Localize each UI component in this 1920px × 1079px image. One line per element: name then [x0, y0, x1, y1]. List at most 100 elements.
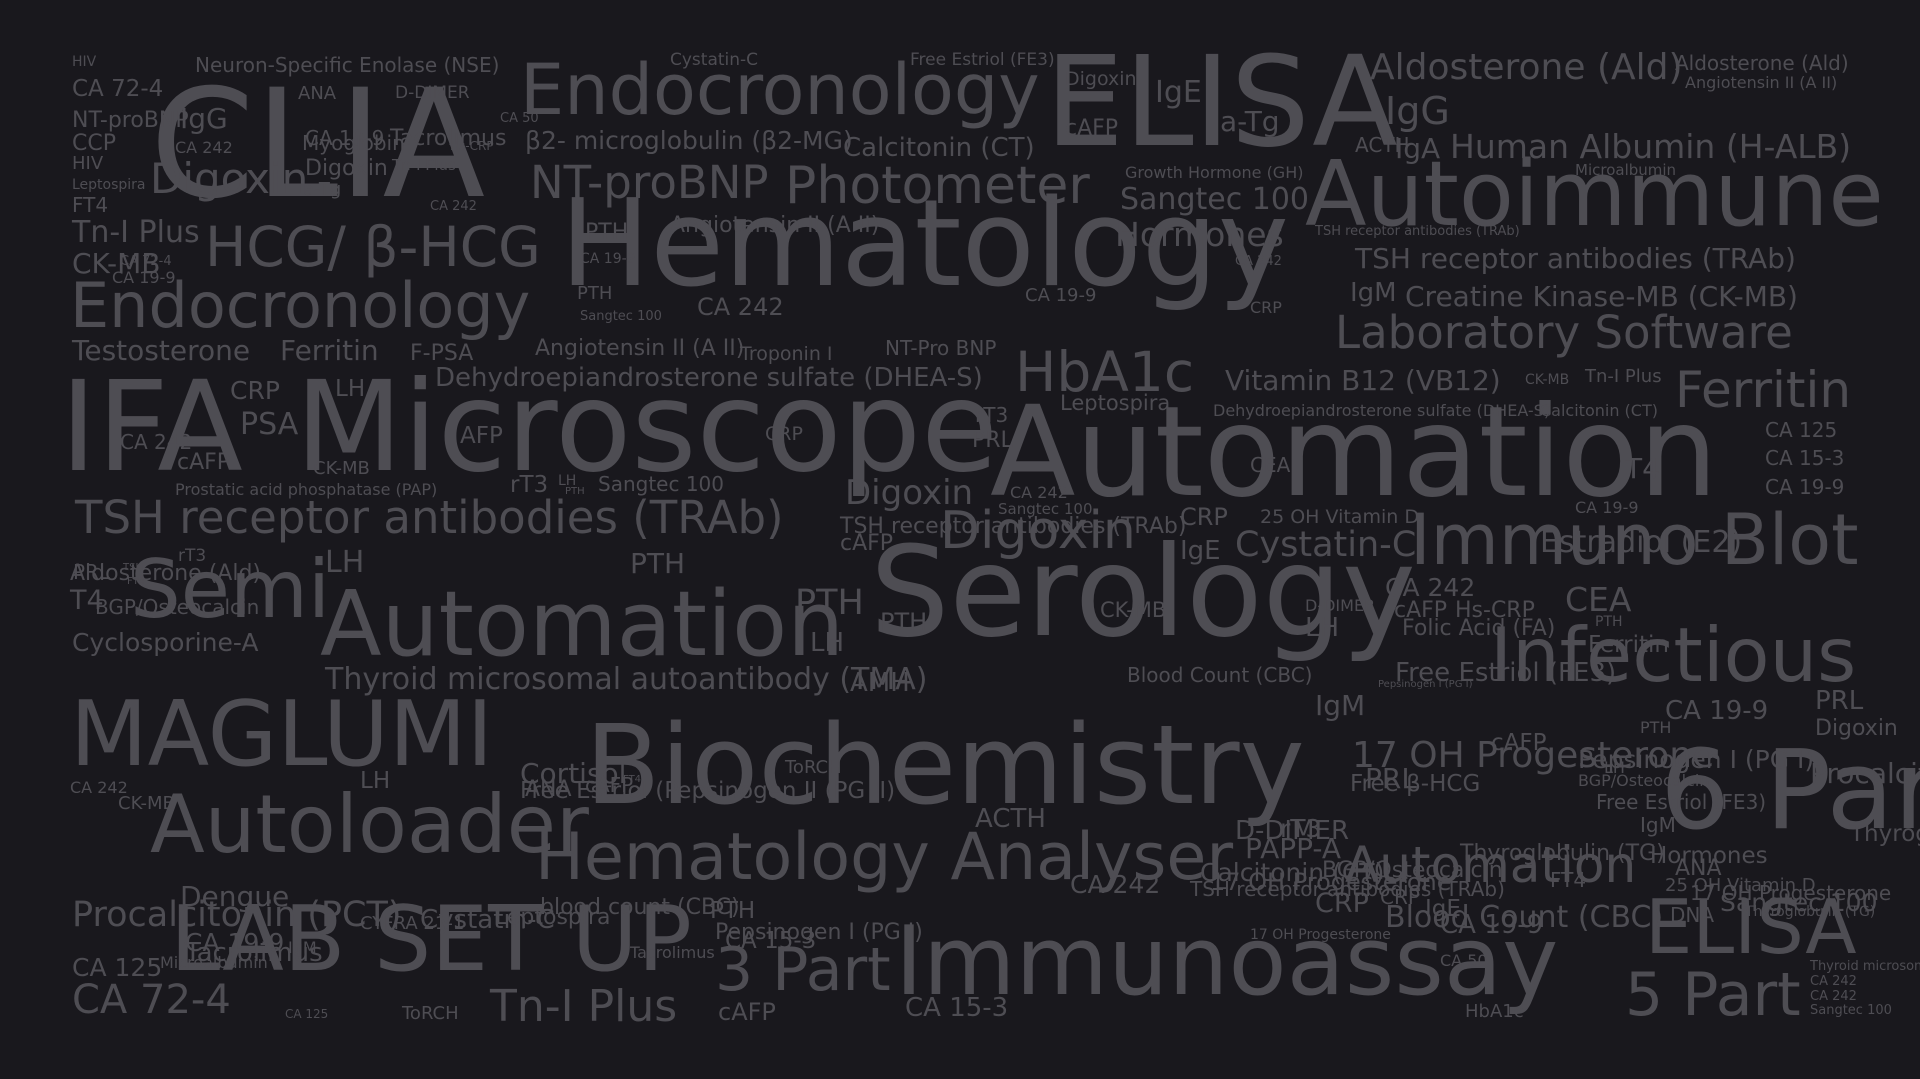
- cloud-word: CA 19-9: [1440, 910, 1544, 940]
- cloud-word: cAFP: [840, 531, 894, 556]
- cloud-word: a-Tg: [1220, 105, 1280, 138]
- cloud-word: 5 Part: [1625, 960, 1801, 1030]
- cloud-word: CK-MB: [1100, 598, 1167, 622]
- cloud-word: Immunoassay: [895, 907, 1559, 1017]
- cloud-word: Angiotensin II (A II): [670, 213, 880, 238]
- cloud-word: IgM: [1640, 813, 1676, 837]
- cloud-word: Hormones: [1650, 843, 1768, 869]
- cloud-word: Sangtec 100: [1120, 182, 1309, 217]
- cloud-word: CEA: [1565, 580, 1632, 619]
- cloud-word: Thyroglobulin (TG): [1850, 821, 1920, 847]
- cloud-word: TSH receptor antibodies (TRAb): [75, 491, 784, 544]
- cloud-word: Endocronology: [520, 49, 1040, 131]
- cloud-word: LH: [325, 545, 365, 580]
- cloud-word: CA 50: [500, 111, 539, 126]
- cloud-word: CA 72-4: [72, 977, 231, 1023]
- cloud-word: Tn-I Plus: [392, 156, 456, 174]
- cloud-word: TSH receptor antibodies (TRAb): [1315, 224, 1520, 239]
- cloud-word: Hs-CRP: [450, 139, 494, 153]
- cloud-word: Myoglobin: [302, 131, 405, 155]
- cloud-word: PTH: [710, 898, 756, 924]
- cloud-word: PTH: [795, 583, 864, 623]
- cloud-word: Aldosterone (Ald): [1675, 51, 1849, 75]
- cloud-word: Sangtec 100: [1720, 888, 1878, 917]
- cloud-word: Digoxin: [1815, 716, 1898, 741]
- cloud-word: TSH receptor antibodies (TRAb): [840, 514, 1187, 539]
- cloud-word: Hormones: [1115, 215, 1284, 254]
- cloud-word: CA 125: [72, 953, 163, 982]
- cloud-word: Prostatic acid phosphatase (PAP): [175, 480, 438, 499]
- cloud-word: Microscope: [295, 355, 999, 500]
- cloud-word: PTH: [880, 608, 928, 636]
- cloud-word: a-Tg: [303, 179, 342, 200]
- cloud-word: PTH: [1640, 718, 1672, 737]
- cloud-word: Dehydroepiandrosterone sulfate (DHEA-S): [1213, 401, 1551, 420]
- cloud-word: ANA: [525, 777, 572, 802]
- cloud-word: CA 15-3: [725, 928, 817, 954]
- cloud-word: Troponin I: [740, 343, 833, 365]
- cloud-word: ELISA: [1045, 30, 1398, 175]
- cloud-word: BGP/Osteocalcin: [1322, 858, 1503, 883]
- cloud-word: PRL: [1365, 762, 1417, 795]
- cloud-word: Ferritin: [280, 334, 379, 367]
- cloud-word: NT-proBNP: [530, 156, 769, 209]
- cloud-word: IgG: [180, 102, 228, 135]
- cloud-word: Free Estriol (FE3): [1395, 658, 1617, 688]
- cloud-word: Leptospira: [495, 905, 611, 930]
- cloud-word: Autoimmune: [1305, 142, 1884, 247]
- cloud-word: Growth Hormone (GH): [1125, 163, 1304, 182]
- cloud-word: Free Estriol (Pepsinogen II (PG II): [520, 778, 896, 804]
- cloud-word: ANA: [1675, 856, 1722, 881]
- cloud-word: PTH: [577, 283, 613, 304]
- cloud-word: LH: [558, 473, 577, 489]
- cloud-word: 17 OH Progesterone: [1250, 927, 1391, 943]
- cloud-word: CA 19-9: [580, 251, 636, 267]
- cloud-word: CA 242: [70, 778, 128, 797]
- cloud-word: PTH: [565, 486, 585, 497]
- cloud-word: Calcitonin (CT): [1540, 401, 1658, 420]
- cloud-word: Testosterone: [72, 334, 251, 367]
- cloud-word: CA 242: [1810, 974, 1857, 989]
- cloud-word: HbA1c: [1465, 1001, 1524, 1022]
- cloud-word: Pepsinogen I (PG I): [1578, 745, 1815, 774]
- cloud-word: IgE: [1180, 536, 1221, 566]
- cloud-word: Blood Count (CBC): [1385, 900, 1664, 935]
- cloud-word: IgE: [1425, 896, 1461, 922]
- cloud-word: T4: [1625, 452, 1660, 485]
- cloud-word: Free Estriol (FE3): [910, 50, 1055, 70]
- cloud-word: Free Estriol (FE3): [1596, 790, 1767, 814]
- cloud-word: Procalcitonin (PCT): [72, 895, 402, 935]
- cloud-word: CRP: [1180, 503, 1228, 531]
- cloud-word: Microalbumin: [1575, 161, 1677, 179]
- cloud-word: 3 Part: [715, 935, 891, 1005]
- cloud-word: Sangtec 100: [598, 472, 724, 496]
- cloud-word: HCG/ β-HCG: [205, 215, 541, 279]
- cloud-word: HIV: [72, 153, 104, 174]
- cloud-word: CK-MB: [118, 793, 175, 814]
- cloud-word: CCP: [72, 131, 116, 156]
- cloud-word: Leptospira: [72, 177, 146, 193]
- cloud-word: rT3: [510, 472, 549, 498]
- cloud-word: Semi: [130, 543, 331, 636]
- cloud-word: ACTH: [975, 804, 1046, 834]
- cloud-word: FT4: [623, 774, 642, 785]
- cloud-word: Immuno Blot: [1410, 499, 1859, 581]
- cloud-word: ELISA: [1645, 883, 1857, 971]
- cloud-word: PAPP-A: [1245, 832, 1342, 865]
- cloud-word: Aldosterone (Ald): [1370, 47, 1683, 88]
- cloud-word: ACTH: [1355, 133, 1410, 157]
- cloud-word: TSH receptor antibodies (TRAb): [1355, 242, 1796, 275]
- cloud-word: rT3: [1280, 814, 1322, 843]
- cloud-word: Ferritin: [1675, 361, 1852, 419]
- cloud-word: Thyroid microsomal autoantibody (TMA): [1810, 959, 1920, 974]
- cloud-word: Cyclosporine-A: [72, 628, 259, 657]
- cloud-word: Tacrolimus: [185, 938, 323, 968]
- cloud-word: Digoxin: [150, 154, 309, 203]
- cloud-word: cAFP: [177, 450, 231, 475]
- cloud-word: Angiotensin II (A II): [1685, 73, 1838, 92]
- cloud-word: CA 242: [697, 293, 784, 321]
- cloud-word: Hematology Analyser: [535, 820, 1234, 895]
- cloud-word: BGP/Osteocalcin: [1578, 771, 1710, 790]
- cloud-word: Vitamin B12 (VB12): [1225, 364, 1501, 397]
